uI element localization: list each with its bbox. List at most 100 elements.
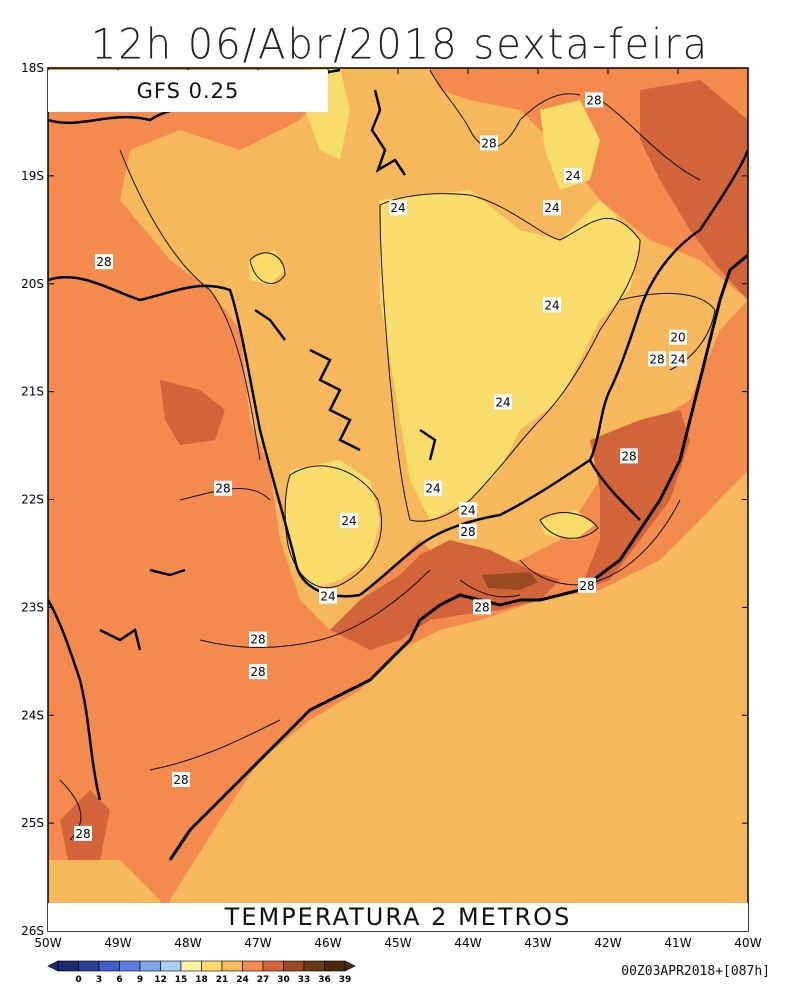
svg-text:28: 28 xyxy=(621,449,636,463)
colorbar-swatch xyxy=(262,960,284,972)
svg-text:28: 28 xyxy=(173,773,188,787)
contour-label: 28 xyxy=(74,825,92,841)
latitude-axis: 18S 19S 20S 21S 22S 23S 24S 25S 26S xyxy=(21,61,748,938)
map-title: 12h 06/Abr/2018 sexta-feira xyxy=(90,20,710,70)
colorbar-min-arrow xyxy=(47,960,59,972)
contour-label: 28 xyxy=(249,631,267,647)
contour-label: 28 xyxy=(172,771,190,787)
contour-label: 24 xyxy=(389,200,407,216)
contour-label: 28 xyxy=(480,135,498,151)
svg-text:24: 24 xyxy=(390,201,405,215)
lat-label: 25S xyxy=(21,816,44,830)
colorbar-tick-label: 15 xyxy=(175,975,188,985)
svg-text:24: 24 xyxy=(565,169,580,183)
run-info: 00Z03APR2018+[087h] xyxy=(621,964,770,979)
contour-label: 28 xyxy=(473,599,491,615)
temperature-fill-layer xyxy=(48,68,748,931)
lon-label: 44W xyxy=(454,936,481,950)
lat-label: 20S xyxy=(21,277,44,291)
lon-label: 50W xyxy=(34,936,61,950)
colorbar-swatch xyxy=(57,960,79,972)
lon-label: 43W xyxy=(524,936,551,950)
contour-label: 24 xyxy=(340,513,358,529)
colorbar-swatch xyxy=(201,960,223,972)
contour-label: 24 xyxy=(494,394,512,410)
svg-text:28: 28 xyxy=(215,482,230,496)
contour-labels-layer: 28 28 24 24 24 28 24 20 28 24 24 28 24 28 24 24 28 28 24 28… xyxy=(74,92,687,841)
contour-label: 28 xyxy=(620,448,638,464)
contour-label: 20 xyxy=(669,329,687,345)
lat-label: 18S xyxy=(21,61,44,75)
lat-label: 19S xyxy=(21,169,44,183)
lon-label: 49W xyxy=(104,936,131,950)
colorbar-tick-label: 9 xyxy=(137,975,143,985)
svg-text:24: 24 xyxy=(544,298,559,312)
colorbar-swatch xyxy=(221,960,243,972)
lon-label: 41W xyxy=(664,936,691,950)
colorbar-tick-label: 33 xyxy=(298,975,311,985)
lat-label: 21S xyxy=(21,385,44,399)
colorbar-tick-label: 21 xyxy=(216,975,229,985)
svg-text:28: 28 xyxy=(250,665,265,679)
contour-label: 24 xyxy=(459,502,477,518)
colorbar-tick-label: 30 xyxy=(277,975,290,985)
colorbar-tick-label: 6 xyxy=(116,975,122,985)
lon-label: 47W xyxy=(244,936,271,950)
contour-label: 28 xyxy=(249,664,267,680)
svg-text:24: 24 xyxy=(320,590,335,604)
contour-label: 28 xyxy=(214,480,232,496)
variable-label: TEMPERATURA 2 METROS xyxy=(48,903,748,931)
colorbar-max-arrow xyxy=(344,960,356,972)
contour-label: 24 xyxy=(543,297,561,313)
lat-label: 26S xyxy=(21,924,44,938)
svg-text:28: 28 xyxy=(75,827,90,841)
lat-label: 22S xyxy=(21,493,44,507)
model-label: GFS 0.25 xyxy=(48,70,328,112)
contour-label: 28 xyxy=(578,577,596,593)
contour-label: 24 xyxy=(669,351,687,367)
svg-text:28: 28 xyxy=(586,93,601,107)
colorbar-tick-label: 39 xyxy=(339,975,352,985)
lon-label: 42W xyxy=(594,936,621,950)
colorbar-swatch xyxy=(324,960,346,972)
colorbar-tick-label: 3 xyxy=(96,975,102,985)
colorbar-swatch xyxy=(139,960,161,972)
colorbar-swatch xyxy=(242,960,264,972)
colorbar-swatch xyxy=(119,960,141,972)
colorbar-tick-label: 18 xyxy=(195,975,208,985)
colorbar-tick-label: 24 xyxy=(236,975,249,985)
svg-text:24: 24 xyxy=(670,352,685,366)
colorbar-tick-label: 36 xyxy=(318,975,331,985)
svg-text:24: 24 xyxy=(544,201,559,215)
svg-text:24: 24 xyxy=(341,514,356,528)
colorbar-swatch xyxy=(180,960,202,972)
svg-text:24: 24 xyxy=(495,395,510,409)
colorbar-tick-label: 12 xyxy=(154,975,167,985)
colorbar-tick-label: 0 xyxy=(75,975,81,985)
contour-label: 24 xyxy=(543,200,561,216)
lon-label: 45W xyxy=(384,936,411,950)
colorbar: 0 3 6 9 12 15 18 21 24 27 30 33 36 39 xyxy=(47,960,356,985)
svg-text:28: 28 xyxy=(96,255,111,269)
contour-label: 24 xyxy=(424,480,442,496)
svg-text:24: 24 xyxy=(425,482,440,496)
contour-label: 24 xyxy=(564,167,582,183)
colorbar-swatch xyxy=(160,960,182,972)
longitude-axis: 50W 49W 48W 47W 46W 45W 44W 43W 42W 41W 40W xyxy=(34,68,762,950)
svg-text:28: 28 xyxy=(481,137,496,151)
colorbar-swatch xyxy=(283,960,305,972)
reservoirs-layer xyxy=(99,89,437,651)
contour-label: 28 xyxy=(585,92,603,108)
svg-text:28: 28 xyxy=(579,579,594,593)
lon-label: 48W xyxy=(174,936,201,950)
colorbar-swatch xyxy=(78,960,100,972)
svg-text:28: 28 xyxy=(250,633,265,647)
lat-label: 24S xyxy=(21,708,44,722)
lon-label: 46W xyxy=(314,936,341,950)
colorbar-swatch xyxy=(303,960,325,972)
colorbar-swatch xyxy=(98,960,120,972)
contour-label: 28 xyxy=(648,351,666,367)
colorbar-tick-label: 27 xyxy=(257,975,270,985)
svg-text:28: 28 xyxy=(460,525,475,539)
